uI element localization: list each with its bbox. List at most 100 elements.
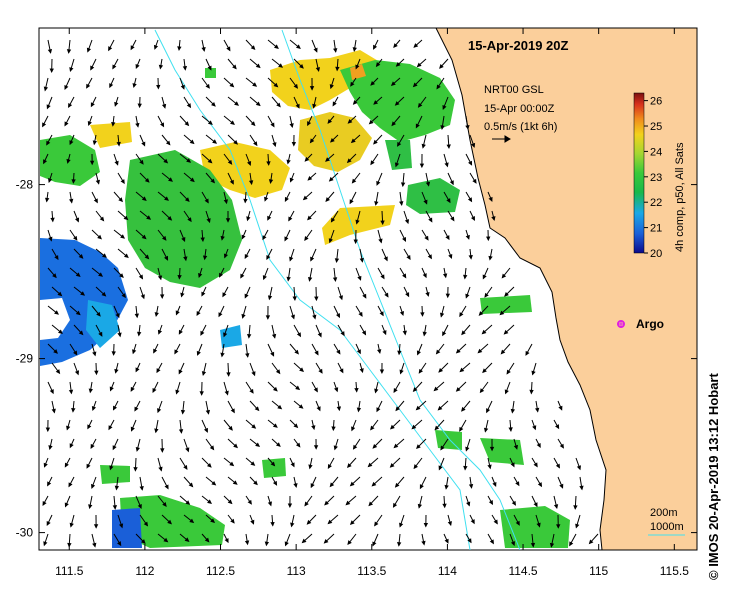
current-vector-head xyxy=(433,386,439,392)
x-tick-label: 113.5 xyxy=(357,564,386,578)
current-vector-head xyxy=(317,332,322,338)
current-vector-head xyxy=(467,197,473,203)
current-vector-head xyxy=(486,236,491,242)
current-vector-head xyxy=(492,481,497,487)
current-vector-head xyxy=(338,295,343,301)
current-vector-head xyxy=(293,83,299,89)
current-vector-head xyxy=(482,368,487,374)
current-vector-head xyxy=(143,521,149,527)
current-vector-head xyxy=(98,272,104,277)
current-vector-head xyxy=(227,499,233,505)
current-vector-head xyxy=(314,296,319,302)
current-vector-head xyxy=(374,201,379,206)
current-vector-head xyxy=(555,424,560,430)
current-vector-head xyxy=(304,236,309,242)
current-vector-head xyxy=(137,503,142,510)
sst-patch-yellow-east xyxy=(322,205,395,245)
current-vector-head xyxy=(347,540,352,546)
current-vector-head xyxy=(244,540,250,546)
current-vector-head xyxy=(53,349,58,354)
current-vector-head xyxy=(284,541,289,547)
current-vector-head xyxy=(130,386,135,392)
current-vector-head xyxy=(204,537,210,543)
current-vector-head xyxy=(379,369,385,375)
current-vector-head xyxy=(315,67,321,72)
current-vector-head xyxy=(89,160,95,166)
current-vector-head xyxy=(135,367,140,373)
current-vector-head xyxy=(108,425,113,431)
current-vector-head xyxy=(203,427,208,433)
current-vector-head xyxy=(90,65,95,71)
current-vector-head xyxy=(445,293,451,299)
current-vector-head xyxy=(114,485,120,491)
current-vector-head xyxy=(468,254,473,260)
current-vector-head xyxy=(308,464,313,470)
current-vector-head xyxy=(349,520,355,525)
current-vector-head xyxy=(323,538,329,544)
current-vector-head xyxy=(402,330,407,336)
current-vector-head xyxy=(569,541,574,547)
current-vector-head xyxy=(350,81,355,87)
colorbar-tick-label: 23 xyxy=(650,172,662,184)
current-vector-head xyxy=(118,197,123,203)
current-vector-head xyxy=(437,405,443,411)
current-vector-head xyxy=(202,255,208,261)
current-vector-head xyxy=(484,292,489,298)
current-vector-head xyxy=(399,311,405,317)
current-vector-head xyxy=(42,122,47,128)
current-vector-head xyxy=(135,446,140,452)
current-vector-head xyxy=(508,427,513,433)
current-vector-head xyxy=(295,442,301,448)
current-vector-head xyxy=(255,442,261,447)
contour-1000m xyxy=(154,29,471,550)
current-vector-head xyxy=(66,49,72,54)
current-vector-head xyxy=(425,181,431,187)
current-vector-head xyxy=(380,274,385,280)
sst-patch-green-north xyxy=(340,60,455,142)
current-vector-head xyxy=(69,67,74,73)
current-vector-head xyxy=(130,426,135,432)
colorbar-tick-label: 24 xyxy=(650,146,662,158)
current-vector-head xyxy=(275,442,281,447)
current-vector-head xyxy=(186,158,192,163)
current-vector-head xyxy=(250,45,256,51)
current-vector-head xyxy=(249,388,254,394)
current-vector-head xyxy=(201,291,206,297)
current-vector-head xyxy=(376,180,381,186)
current-vector-head xyxy=(64,502,69,508)
sst-patch-green-south-b xyxy=(100,465,130,484)
current-vector-head xyxy=(298,404,304,409)
current-vector-head xyxy=(446,144,451,150)
current-vector-head xyxy=(370,160,375,166)
current-vector-head xyxy=(455,348,461,354)
current-vector-head xyxy=(482,274,487,280)
current-vector-head xyxy=(164,484,169,490)
current-vector-head xyxy=(224,538,229,544)
current-vector-head xyxy=(55,369,61,375)
current-vector-head xyxy=(140,294,145,300)
current-vector-head xyxy=(152,387,157,394)
current-vector-head xyxy=(109,465,114,471)
current-vector-head xyxy=(553,504,559,510)
current-vector-head xyxy=(332,277,338,283)
current-vector-head xyxy=(402,236,407,242)
sst-patch-green-small-a xyxy=(262,458,286,478)
current-vector-head xyxy=(351,178,357,184)
current-vector-head xyxy=(349,199,354,205)
sst-patch-yellow-north xyxy=(270,50,380,110)
bathymetry-contours xyxy=(154,29,521,550)
current-vector-head xyxy=(277,404,283,410)
current-vector-head xyxy=(358,311,363,317)
current-vector-head xyxy=(224,390,229,396)
current-vector-head xyxy=(361,330,367,336)
current-vector-head xyxy=(189,177,195,183)
current-vector-head xyxy=(185,500,191,505)
current-vector-head xyxy=(165,140,171,146)
current-vector-head xyxy=(189,139,195,145)
current-vector-head xyxy=(181,237,186,243)
current-vector-head xyxy=(141,234,147,240)
current-vector-head xyxy=(51,408,56,414)
current-vector-head xyxy=(266,255,271,261)
current-vector-head xyxy=(533,502,538,508)
current-vector-head xyxy=(137,103,142,109)
